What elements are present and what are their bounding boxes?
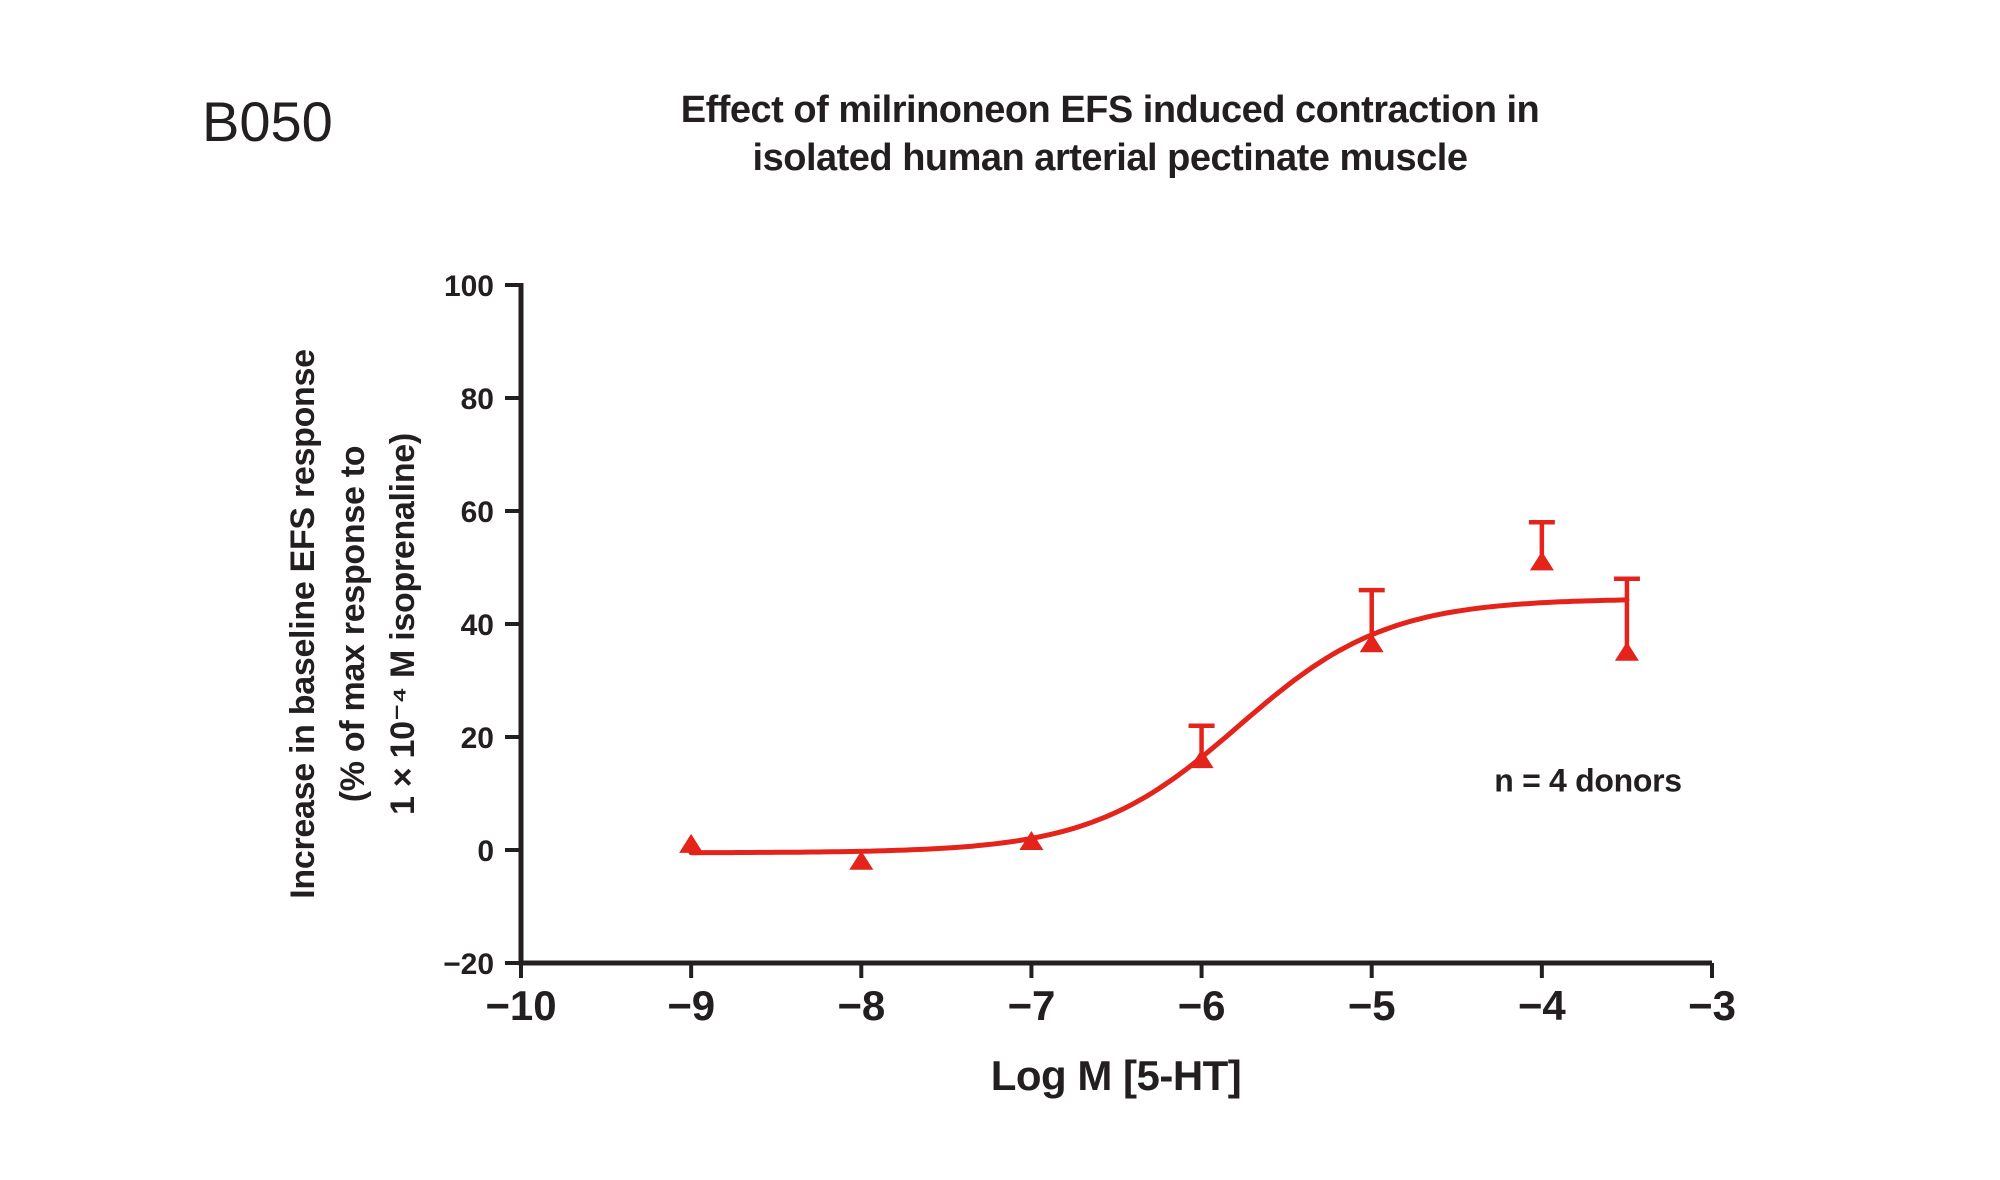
y-axis-label-line-3: 1 × 10⁻⁴ M isoprenaline) <box>384 433 422 815</box>
y-tick-label: 20 <box>461 722 494 755</box>
x-tick-label: −7 <box>1007 982 1055 1029</box>
sample-size-annotation: n = 4 donors <box>1494 762 1682 799</box>
y-tick-label: 80 <box>461 383 494 416</box>
data-point-marker <box>849 850 874 870</box>
chart-title-line-2: isolated human arterial pectinate muscle <box>752 137 1468 179</box>
y-axis-label-line-2: (% of max response to <box>334 445 372 803</box>
x-tick-label: −8 <box>837 982 885 1029</box>
x-tick-label: −4 <box>1518 982 1567 1029</box>
panel-label: B050 <box>202 90 333 153</box>
x-axis-label: Log M [5-HT] <box>990 1052 1242 1099</box>
data-point-marker <box>1189 749 1214 769</box>
y-axis-label: Increase in baseline EFS response (% of … <box>278 349 428 898</box>
axis-lines <box>518 283 1712 966</box>
x-tick-label: −9 <box>667 982 715 1029</box>
data-point-marker <box>1614 641 1639 661</box>
data-point-marker <box>1529 551 1554 571</box>
data-point-marker <box>679 833 704 853</box>
data-point-marker <box>1359 633 1384 653</box>
y-axis-label-line-1: Increase in baseline EFS response <box>284 349 322 899</box>
x-tick-label: −5 <box>1348 982 1396 1029</box>
y-tick-label: 0 <box>477 835 494 868</box>
y-tick-label: 40 <box>461 609 494 642</box>
x-tick-label: −6 <box>1178 982 1226 1029</box>
x-tick-label: −3 <box>1688 982 1736 1029</box>
y-tick-label: 60 <box>461 496 494 529</box>
x-tick-label: −10 <box>485 982 556 1029</box>
fit-curve <box>688 597 1630 856</box>
chart-title-line-1: Effect of milrinoneon EFS induced contra… <box>680 89 1540 131</box>
data-point-marker <box>1019 831 1044 850</box>
y-tick-label: 100 <box>444 270 494 303</box>
chart-title: Effect of milrinoneon EFS induced contra… <box>680 86 1540 182</box>
y-tick-label: −20 <box>443 948 494 981</box>
